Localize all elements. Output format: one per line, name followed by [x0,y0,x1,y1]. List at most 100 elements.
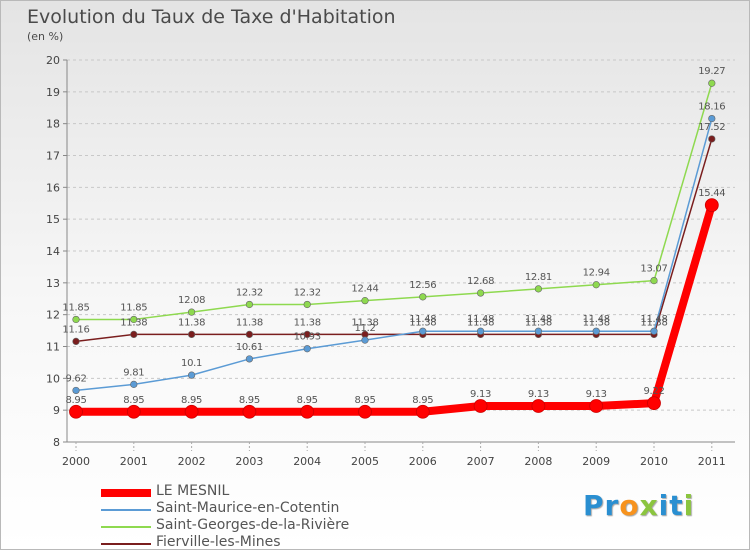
data-label: 11.85 [120,302,147,313]
x-tick-label: 2002 [178,455,206,468]
data-label: 8.95 [354,395,375,406]
data-label: 11.38 [120,317,147,328]
x-tick-label: 2010 [640,455,668,468]
data-point [477,327,485,335]
legend-swatch-saint-maurice [101,509,151,511]
data-label: 12.56 [409,280,436,291]
logo-letter: x [639,489,659,522]
logo-letter: i [658,489,670,522]
x-axis-ticks: 2000 2001 2002 2003 2004 2005 2006 2007 2008 2009… [62,442,726,468]
legend-label: Saint-Georges-de-la-Rivière [156,517,350,533]
x-tick-label: 2003 [235,455,263,468]
data-label: 12.81 [525,272,552,283]
data-point [534,285,543,293]
data-point [589,399,604,413]
data-point [303,300,311,309]
data-point [473,399,488,413]
data-point [72,386,80,395]
data-point [188,330,196,339]
data-point [708,135,716,143]
data-point [531,399,546,413]
data-point [245,330,253,339]
y-tick-label: 9 [53,404,60,417]
data-label: 8.95 [65,395,86,406]
data-label: 12.68 [467,276,494,287]
data-label: 11.38 [236,317,263,328]
legend-swatch-le-mesnil [101,489,151,497]
data-point [419,327,427,335]
data-label: 9.13 [586,389,607,400]
data-point [708,79,716,87]
grid-lines [67,59,735,411]
data-label: 12.08 [178,295,205,306]
data-label: 11.38 [583,317,610,328]
y-tick-label: 14 [46,245,60,258]
data-label: 9.62 [65,373,86,384]
data-label: 11.38 [525,317,552,328]
data-point [69,404,83,419]
data-point [242,404,257,419]
data-label: 9.81 [123,367,144,378]
chart-unit: (en %) [27,30,64,43]
data-label: 10.61 [236,342,263,353]
data-label: 9.22 [643,386,664,397]
data-label: 11.48 [640,314,667,325]
data-point [303,345,311,353]
data-label: 11.38 [294,317,321,328]
data-label: 10.93 [294,332,321,343]
legend-swatch-saint-georges [101,526,151,528]
data-label: 8.95 [297,395,318,406]
data-point [188,371,196,379]
y-tick-label: 10 [46,372,60,385]
data-label: 12.32 [294,287,321,298]
data-point [361,297,369,305]
data-label: 8.95 [412,395,433,406]
x-tick-label: 2009 [582,455,610,468]
data-point [72,337,80,346]
x-tick-label: 2004 [293,455,321,468]
data-point [650,327,658,335]
data-point [708,114,716,123]
data-point [130,380,138,388]
y-tick-label: 11 [46,341,60,354]
x-tick-label: 2001 [120,455,148,468]
logo-letter: i [683,489,695,522]
data-point [419,293,427,301]
data-label: 10.1 [181,358,202,369]
data-label: 17.52 [698,122,725,133]
x-tick-label: 2006 [409,455,437,468]
data-point [704,198,719,213]
data-point [300,404,315,419]
x-tick-label: 2000 [62,455,90,468]
data-label: 11.16 [62,324,89,335]
data-point [592,327,600,335]
logo-letter: t [669,489,684,522]
x-tick-label: 2007 [467,455,495,468]
data-point [361,336,369,344]
y-tick-label: 17 [46,150,60,163]
data-label: 11.2 [354,323,375,334]
data-label: 11.48 [583,314,610,325]
data-point [303,330,311,339]
data-point [188,308,196,316]
data-label: 11.48 [467,314,494,325]
data-label: 18.16 [698,102,725,113]
data-label: 11.48 [525,314,552,325]
y-tick-label: 19 [46,86,60,99]
data-label: 9.13 [528,389,549,400]
data-point [245,300,253,309]
data-label: 9.13 [470,389,491,400]
data-label: 8.95 [239,395,260,406]
data-label: 12.32 [236,287,263,298]
y-tick-label: 18 [46,118,60,131]
data-point [184,404,199,419]
y-tick-label: 13 [46,277,60,290]
data-label: 11.38 [409,317,436,328]
legend-label: Saint-Maurice-en-Cotentin [156,500,340,516]
series-line [76,204,716,416]
data-label: 12.44 [351,284,378,295]
data-label: 11.38 [640,317,667,328]
data-label: 13.07 [640,264,667,275]
